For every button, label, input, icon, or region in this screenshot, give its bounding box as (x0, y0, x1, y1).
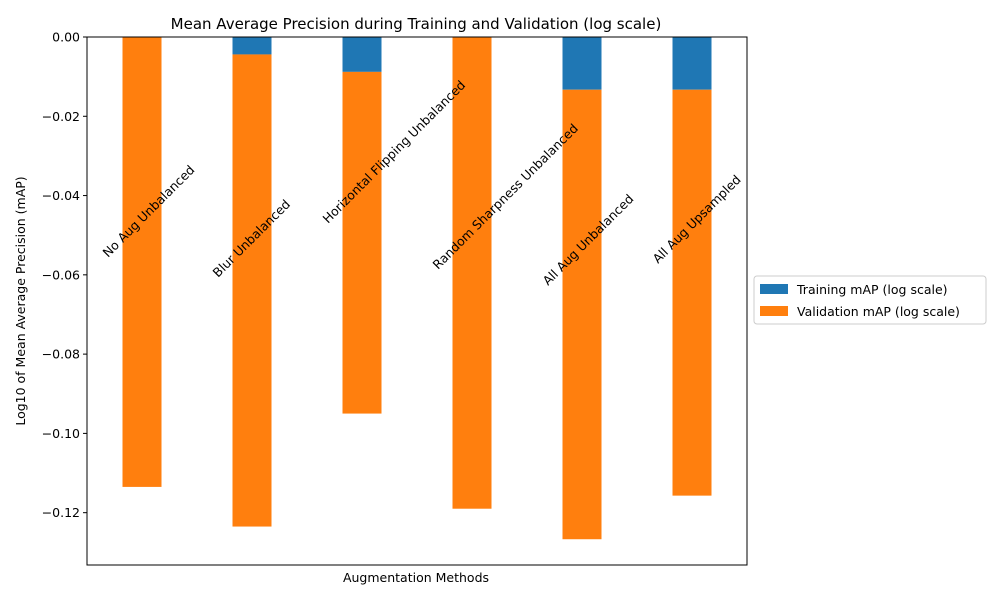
chart-title: Mean Average Precision during Training a… (171, 15, 662, 33)
category-label-4: Random Sharpness Unbalanced (430, 121, 581, 272)
y-axis-label: Log10 of Mean Average Precision (mAP) (13, 176, 28, 425)
plot-frame (86, 36, 748, 566)
y-tick-label-3: −0.06 (42, 267, 80, 282)
x-axis-label: Augmentation Methods (343, 570, 489, 585)
category-labels: No Aug Unbalanced Blur UnbalancedHorizont… (100, 77, 744, 288)
legend-frame (753, 275, 987, 325)
training-bar-6 (672, 37, 712, 90)
validation-bar-3 (342, 71, 382, 414)
y-tick-label-0: 0.00 (52, 30, 80, 45)
axis-layer: 0.00 −0.02 −0.04 −0.06 −0.08 −0.10 −0.12 (42, 30, 748, 566)
legend-swatch-training (760, 284, 788, 294)
bars-layer (122, 37, 712, 540)
y-tick-label-5: −0.10 (42, 426, 80, 441)
legend: Training mAP (log scale) Validation mAP … (753, 275, 987, 325)
legend-label-validation: Validation mAP (log scale) (797, 304, 960, 319)
y-tick-label-4: −0.08 (42, 347, 80, 362)
training-bar-5 (562, 37, 602, 90)
validation-bar-2 (232, 54, 272, 527)
y-tick-label-6: −0.12 (42, 505, 80, 520)
validation-bar-6 (672, 89, 712, 496)
validation-bar-4 (452, 37, 492, 509)
training-bar-2 (232, 37, 272, 55)
y-tick-label-2: −0.04 (42, 188, 80, 203)
training-bar-3 (342, 37, 382, 72)
legend-label-training: Training mAP (log scale) (796, 282, 948, 297)
legend-swatch-validation (760, 306, 788, 316)
category-label-3: Horizontal Flipping Unbalanced (320, 77, 469, 226)
validation-bar-1 (122, 37, 162, 487)
validation-bar-5 (562, 89, 602, 540)
y-tick-label-1: −0.02 (42, 109, 80, 124)
